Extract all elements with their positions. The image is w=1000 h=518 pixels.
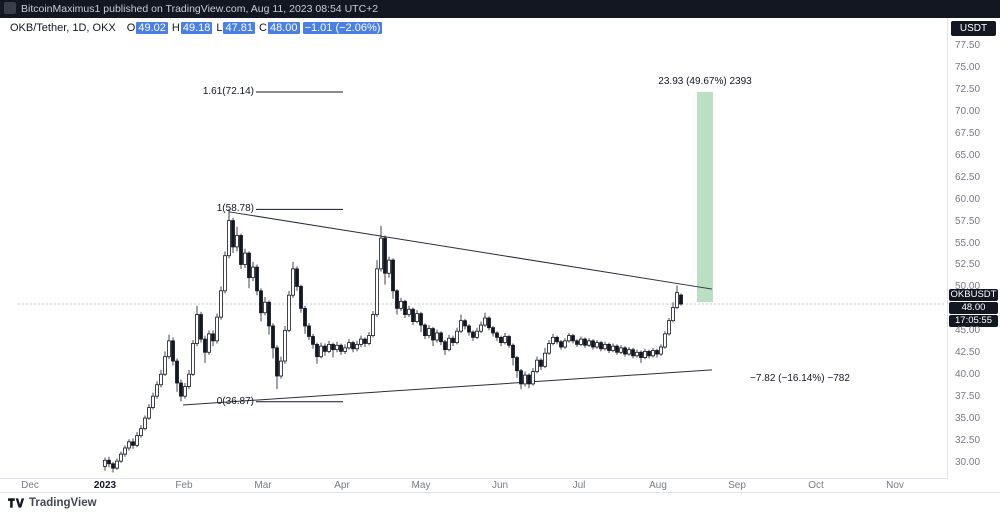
month-label-dec: Dec xyxy=(21,480,39,491)
fib-level-161-label[interactable]: 1.61(72.14) xyxy=(202,86,254,98)
price-tick: 50.00 xyxy=(955,281,981,293)
price-tick: 40.00 xyxy=(955,369,981,381)
price-tick: 30.00 xyxy=(955,457,981,469)
candles-group xyxy=(103,209,683,473)
time-axis-divider xyxy=(0,478,948,479)
symbol-legend: OKB/Tether, 1D, OKX O 49.02 H 49.18 L 47.81 C 48… xyxy=(10,22,383,34)
price-tick: 60.00 xyxy=(955,193,981,205)
projection-target-label[interactable]: 23.93 (49.67%) 2393 xyxy=(658,76,752,88)
footer-divider xyxy=(0,492,1000,493)
high-value: 49.18 xyxy=(180,22,213,34)
high-key: H xyxy=(171,22,180,34)
price-axis[interactable]: OKBUSDT 48.00 17:05:55 77.50 75.00 72.50 70… xyxy=(947,18,1000,478)
price-tick: 67.50 xyxy=(955,127,981,139)
measurement-label[interactable]: −7.82 (−16.14%) −782 xyxy=(750,372,850,384)
close-value: 48.00 xyxy=(267,22,300,34)
low-key: L xyxy=(216,22,223,34)
brand-name[interactable]: TradingView xyxy=(29,497,97,509)
low-value: 47.81 xyxy=(223,22,256,34)
month-label-apr: Apr xyxy=(334,480,350,491)
publisher-avatar xyxy=(4,2,16,14)
price-tick: 42.50 xyxy=(955,347,981,359)
month-label-mar: Mar xyxy=(254,480,272,491)
last-price-label: 48.00 xyxy=(949,301,998,314)
month-label-jul: Jul xyxy=(572,480,586,491)
month-label-sep: Sep xyxy=(728,480,746,491)
price-tick: 45.00 xyxy=(955,325,981,337)
symbol-price-label: OKBUSDT xyxy=(949,288,998,301)
price-tick: 70.00 xyxy=(955,105,981,117)
price-tick: 55.00 xyxy=(955,237,981,249)
price-tick: 32.50 xyxy=(955,435,981,447)
price-tick: 62.50 xyxy=(955,171,981,183)
price-tick: 77.50 xyxy=(955,40,981,51)
symbol-title: OKB/Tether, 1D, OKX xyxy=(10,22,116,34)
price-tick: 52.50 xyxy=(955,259,981,271)
ascending-support-trendline xyxy=(182,369,713,406)
time-axis[interactable]: Dec 2023 Feb Mar Apr May Jun Jul Aug Sep Oct Nov xyxy=(0,479,948,492)
month-label-aug: Aug xyxy=(649,480,667,491)
change-value: −1.01 (−2.06%) xyxy=(302,22,383,34)
open-value: 49.02 xyxy=(136,22,168,34)
month-label-feb: Feb xyxy=(175,480,193,491)
fib-level-0-label[interactable]: 0(36.87) xyxy=(216,395,254,407)
tradingview-logo[interactable] xyxy=(8,496,25,510)
countdown-label: 17:05:55 xyxy=(949,314,998,327)
descending-resistance-trendline xyxy=(228,211,713,290)
month-label-jun: Jun xyxy=(491,480,509,491)
price-tick: 35.00 xyxy=(955,413,981,425)
fib-level-1-label[interactable]: 1(58.78) xyxy=(216,203,254,215)
price-tick: 72.50 xyxy=(955,83,981,95)
price-tick: 57.50 xyxy=(955,215,981,227)
month-label-2023: 2023 xyxy=(93,480,117,491)
projection-box xyxy=(697,92,713,303)
price-tick: 37.50 xyxy=(955,391,981,403)
publish-info: BitcoinMaximus1 published on TradingView… xyxy=(21,3,379,15)
month-label-oct: Oct xyxy=(808,480,824,491)
footer-bar: TradingView xyxy=(8,496,97,510)
price-tick: 75.00 xyxy=(955,61,981,73)
open-key: O xyxy=(126,22,136,34)
publish-bar: BitcoinMaximus1 published on TradingView… xyxy=(0,0,1000,18)
price-tick: 65.00 xyxy=(955,149,981,161)
close-key: C xyxy=(259,22,267,34)
month-label-may: May xyxy=(411,480,431,491)
currency-toggle-usdt[interactable]: USDT xyxy=(951,21,996,36)
month-label-nov: Nov xyxy=(886,480,904,491)
